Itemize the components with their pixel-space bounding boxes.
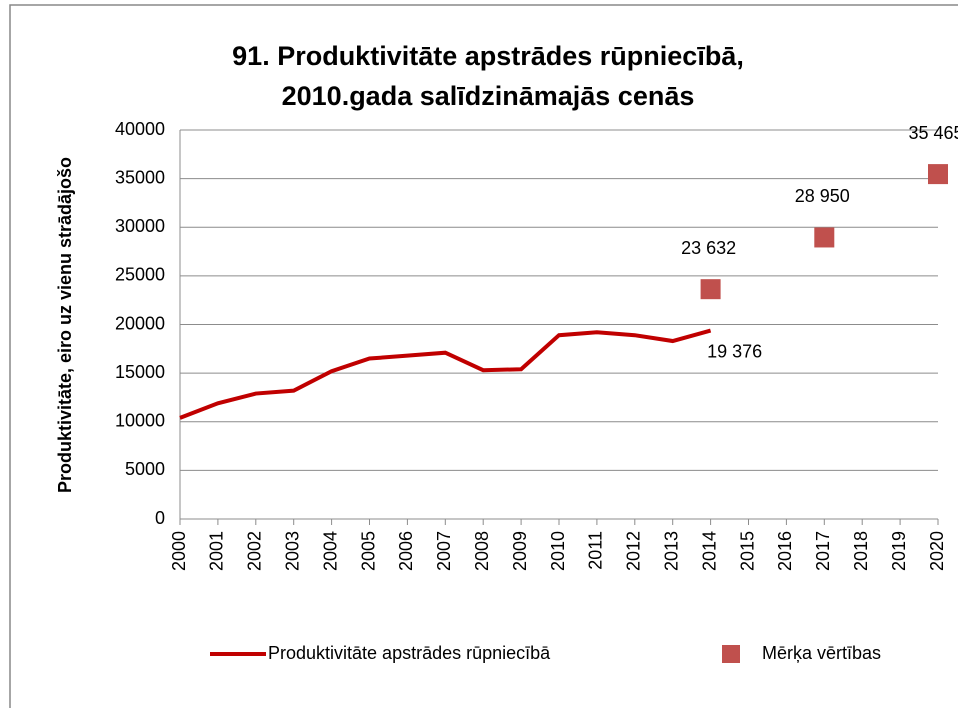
target-marker (814, 227, 835, 248)
chart-frame (9, 4, 958, 708)
y-tick-label: 25000 (115, 265, 165, 285)
legend-swatch (722, 645, 740, 663)
x-tick-label: 2002 (245, 531, 265, 571)
x-tick-label: 2004 (320, 531, 340, 571)
x-tick-label: 2010 (548, 531, 568, 571)
x-tick-label: 2011 (586, 531, 606, 570)
x-tick-label: 2012 (624, 531, 644, 571)
x-tick-label: 2020 (927, 531, 947, 571)
y-tick-label: 5000 (125, 459, 165, 479)
x-tick-label: 2000 (169, 531, 189, 571)
x-tick-label: 2003 (282, 531, 302, 571)
y-tick-label: 20000 (115, 313, 165, 333)
x-tick-label: 2014 (699, 531, 719, 571)
chart-title: 2010.gada salīdzināmajās cenās (282, 81, 695, 111)
x-tick-label: 2016 (775, 531, 795, 571)
y-tick-label: 30000 (115, 216, 165, 236)
x-tick-label: 2017 (813, 531, 833, 571)
x-tick-label: 2013 (661, 531, 681, 571)
x-tick-label: 2008 (472, 531, 492, 571)
legend-label: Mērķa vērtības (762, 643, 881, 663)
x-tick-label: 2019 (889, 531, 909, 571)
x-tick-label: 2006 (396, 531, 416, 571)
x-tick-label: 2015 (737, 531, 757, 571)
x-tick-label: 2007 (434, 531, 454, 571)
target-marker (928, 164, 948, 185)
y-tick-label: 15000 (115, 362, 165, 382)
legend-label: Produktivitāte apstrādes rūpniecībā (268, 643, 551, 663)
chart-title: 91. Produktivitāte apstrādes rūpniecībā, (232, 41, 744, 71)
y-tick-label: 35000 (115, 167, 165, 187)
x-tick-label: 2018 (851, 531, 871, 571)
data-label: 23 632 (681, 238, 736, 258)
x-tick-label: 2005 (358, 531, 378, 571)
y-axis-label: Produktivitāte, eiro uz vienu strādājošo (55, 157, 75, 493)
data-label: 28 950 (795, 186, 850, 206)
x-tick-label: 2009 (510, 531, 530, 571)
y-tick-label: 0 (155, 508, 165, 528)
y-tick-label: 40000 (115, 119, 165, 139)
x-tick-label: 2001 (207, 531, 227, 571)
data-label: 35 465 (908, 123, 958, 143)
data-label: 19 376 (707, 341, 762, 361)
target-marker (700, 279, 721, 300)
data-line (179, 328, 712, 420)
y-tick-label: 10000 (115, 411, 165, 431)
